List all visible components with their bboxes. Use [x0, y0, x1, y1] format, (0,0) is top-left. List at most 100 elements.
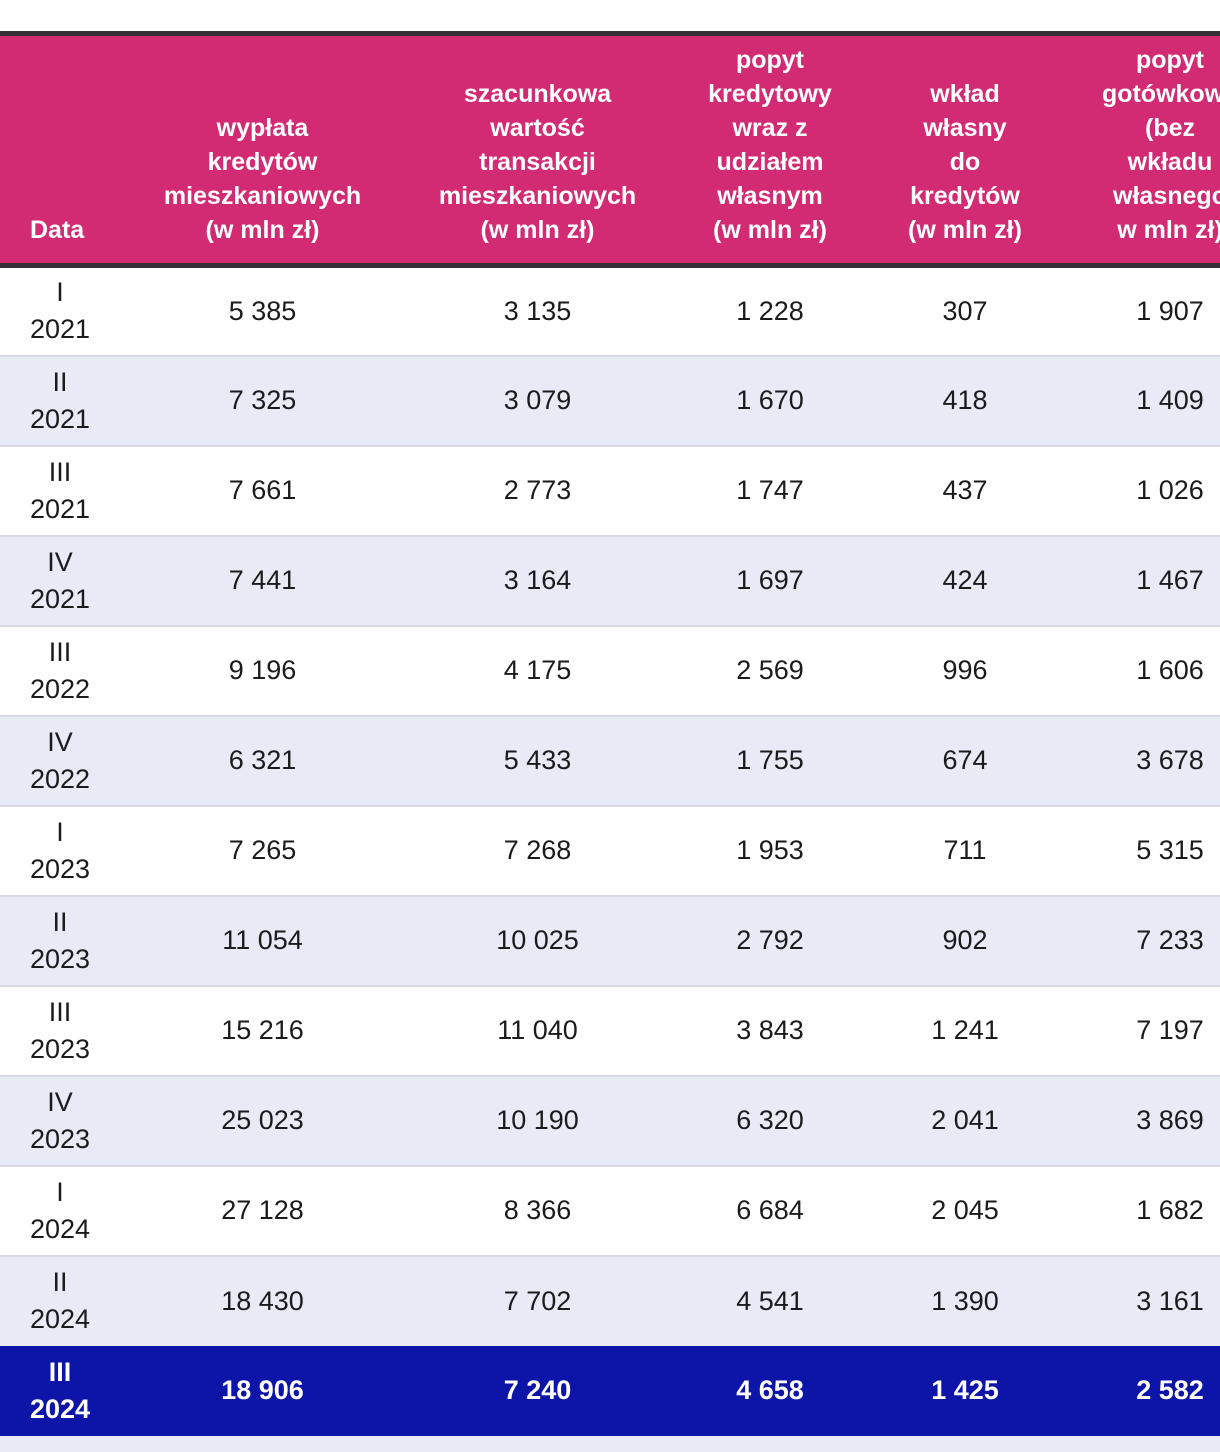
- quarter-label: II: [52, 366, 68, 397]
- column-header-wklad-wlasny: wkład własny do kredytów (w mln zł): [870, 31, 1060, 268]
- quarter-label: IV: [47, 546, 73, 577]
- value-cell: 1 953: [670, 804, 870, 896]
- value-cell: 437: [870, 444, 1060, 536]
- year-label: 2021: [29, 403, 91, 434]
- table-row: III 2022 9 196 4 175 2 569 996 1 606: [0, 624, 1220, 716]
- value-cell: 7 441: [120, 534, 405, 626]
- value-cell: 2 569: [670, 624, 870, 716]
- table-row-highlighted: III 2024 18 906 7 240 4 658 1 425 2 582: [0, 1345, 1220, 1436]
- column-header-wyplata-kredytow: wypłata kredytów mieszkaniowych (w mln z…: [120, 31, 405, 268]
- period-cell: I 2023: [0, 804, 120, 896]
- value-cell: 3 161: [1060, 1254, 1220, 1346]
- value-cell: 1 467: [1060, 534, 1220, 626]
- value-cell: 7 661: [120, 444, 405, 536]
- period-cell: III 2023: [0, 984, 120, 1076]
- year-label: 2022: [29, 763, 91, 794]
- value-cell: 424: [870, 534, 1060, 626]
- table-row: II 2024 18 430 7 702 4 541 1 390 3 161: [0, 1254, 1220, 1346]
- period-cell: I 2021: [0, 265, 120, 356]
- period-cell: IV 2021: [0, 534, 120, 626]
- year-label: 2022: [29, 673, 91, 704]
- value-cell: 307: [870, 265, 1060, 356]
- quarter-label: II: [52, 906, 68, 937]
- year-label: 2023: [29, 1033, 91, 1064]
- table-row: IV 2023 25 023 10 190 6 320 2 041 3 869: [0, 1074, 1220, 1166]
- quarter-label: III: [48, 1356, 72, 1387]
- table-row: III 2023 15 216 11 040 3 843 1 241 7 197: [0, 984, 1220, 1076]
- value-cell: 4 658: [670, 1345, 870, 1436]
- quarter-label: III: [48, 636, 72, 667]
- value-cell: 7 268: [405, 804, 670, 896]
- quarter-label: III: [48, 996, 72, 1027]
- year-label: 2021: [29, 583, 91, 614]
- value-cell: 1 026: [1060, 444, 1220, 536]
- value-cell: 2 045: [870, 1164, 1060, 1256]
- quarter-label: I: [56, 277, 64, 308]
- value-cell: 2 773: [405, 444, 670, 536]
- value-cell: 1 606: [1060, 624, 1220, 716]
- header-row: Data wypłata kredytów mieszkaniowych (w …: [0, 31, 1220, 268]
- value-cell: 9 196: [120, 624, 405, 716]
- quarter-label: IV: [47, 726, 73, 757]
- period-cell: I 2024: [0, 1164, 120, 1256]
- table-row: IV 2022 6 321 5 433 1 755 674 3 678: [0, 714, 1220, 806]
- table-row: III 2021 7 661 2 773 1 747 437 1 026: [0, 444, 1220, 536]
- period-cell: II 2023: [0, 894, 120, 986]
- quarter-label: IV: [47, 1086, 73, 1117]
- value-cell: 1 409: [1060, 354, 1220, 446]
- column-header-szacunkowa-wartosc: szacunkowa wartość transakcji mieszkanio…: [405, 31, 670, 268]
- value-cell: 1 755: [670, 714, 870, 806]
- value-cell: 6 320: [670, 1074, 870, 1166]
- year-label: 2021: [29, 493, 91, 524]
- year-label: 2021: [29, 314, 91, 345]
- value-cell: 1 228: [670, 265, 870, 356]
- value-cell: 5 385: [120, 265, 405, 356]
- value-cell: 3 678: [1060, 714, 1220, 806]
- table-row: I 2023 7 265 7 268 1 953 711 5 315: [0, 804, 1220, 896]
- period-cell: IV 2022: [0, 714, 120, 806]
- table-body: I 2021 5 385 3 135 1 228 307 1 907 II 20…: [0, 265, 1220, 1436]
- period-cell: IV 2023: [0, 1074, 120, 1166]
- value-cell: 18 906: [120, 1345, 405, 1436]
- quarter-label: I: [56, 1176, 64, 1207]
- value-cell: 902: [870, 894, 1060, 986]
- value-cell: 8 366: [405, 1164, 670, 1256]
- value-cell: 5 315: [1060, 804, 1220, 896]
- table-row: IV 2021 7 441 3 164 1 697 424 1 467: [0, 534, 1220, 626]
- value-cell: 11 040: [405, 984, 670, 1076]
- quarter-label: III: [48, 456, 72, 487]
- value-cell: 7 197: [1060, 984, 1220, 1076]
- year-label: 2024: [29, 1304, 91, 1334]
- value-cell: 15 216: [120, 984, 405, 1076]
- value-cell: 18 430: [120, 1254, 405, 1346]
- value-cell: 1 682: [1060, 1164, 1220, 1256]
- value-cell: 10 190: [405, 1074, 670, 1166]
- column-header-data: Data: [0, 31, 120, 268]
- value-cell: 7 233: [1060, 894, 1220, 986]
- value-cell: 3 079: [405, 354, 670, 446]
- table-header: Data wypłata kredytów mieszkaniowych (w …: [0, 31, 1220, 268]
- quarter-label: I: [56, 816, 64, 847]
- table-row: II 2021 7 325 3 079 1 670 418 1 409: [0, 354, 1220, 446]
- year-label: 2024: [29, 1213, 91, 1244]
- period-cell: III 2021: [0, 444, 120, 536]
- value-cell: 10 025: [405, 894, 670, 986]
- period-cell: II 2024: [0, 1254, 120, 1346]
- value-cell: 1 390: [870, 1254, 1060, 1346]
- value-cell: 11 054: [120, 894, 405, 986]
- year-label: 2023: [29, 1123, 91, 1154]
- table-row: II 2023 11 054 10 025 2 792 902 7 233: [0, 894, 1220, 986]
- period-cell: III 2024: [0, 1345, 120, 1436]
- value-cell: 3 135: [405, 265, 670, 356]
- value-cell: 996: [870, 624, 1060, 716]
- value-cell: 3 164: [405, 534, 670, 626]
- period-cell: III 2022: [0, 624, 120, 716]
- top-margin-strip: [0, 0, 1220, 31]
- value-cell: 3 843: [670, 984, 870, 1076]
- value-cell: 1 425: [870, 1345, 1060, 1436]
- value-cell: 3 869: [1060, 1074, 1220, 1166]
- mortgage-quarterly-table: Data wypłata kredytów mieszkaniowych (w …: [0, 31, 1220, 1436]
- value-cell: 1 241: [870, 984, 1060, 1076]
- value-cell: 7 325: [120, 354, 405, 446]
